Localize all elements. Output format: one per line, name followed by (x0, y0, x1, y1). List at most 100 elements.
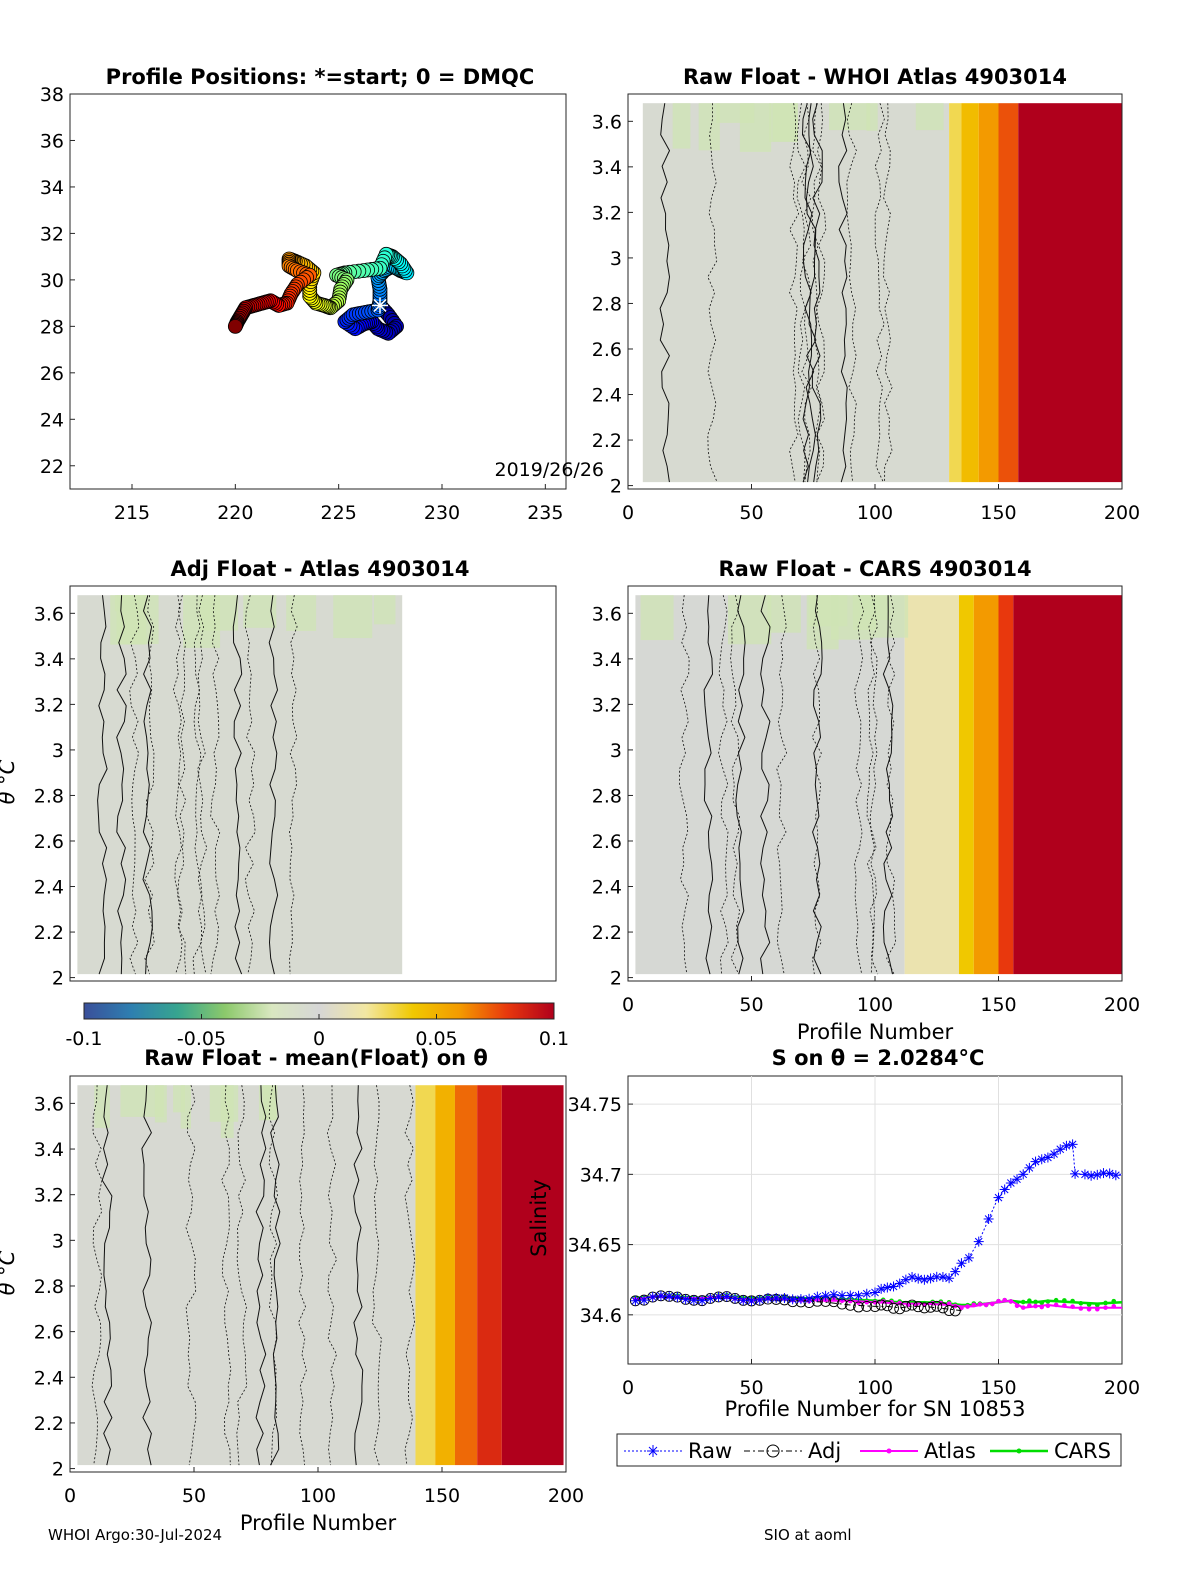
data-point (738, 1295, 749, 1306)
data-point (990, 1301, 995, 1307)
heatmap-patch (716, 103, 755, 123)
heatmap-band (642, 103, 950, 483)
data-point (1070, 1304, 1075, 1309)
y-tick-label: 24 (40, 409, 64, 431)
salinity-title: S on θ = 2.0284°C (772, 1046, 985, 1070)
data-point (1036, 1154, 1047, 1165)
x-tick-label: 100 (857, 1377, 893, 1399)
legend-label: Raw (688, 1439, 732, 1463)
contour-line (659, 103, 671, 483)
data-point (946, 1301, 952, 1306)
data-point (1110, 1170, 1121, 1181)
heatmap-band (961, 103, 979, 483)
heatmap-patch (154, 1085, 167, 1123)
data-point (762, 1293, 773, 1304)
data-point (1111, 1304, 1117, 1309)
x-tick-label: 100 (857, 994, 893, 1016)
data-point (1053, 1297, 1059, 1303)
y-tick-label: 30 (40, 270, 64, 292)
data-point (931, 1300, 943, 1312)
contour-line (371, 1085, 382, 1466)
data-point (1070, 1298, 1075, 1304)
adj-y-label: θ °C (0, 759, 19, 804)
cars-y-ticks: 2 2.2 2.4 2.6 2.8 3 3.2 3.4 3.6 (592, 603, 633, 990)
mean-y-label: θ °C (0, 1250, 19, 1295)
data-point (973, 1236, 984, 1247)
legend-item-raw: Raw (624, 1439, 732, 1463)
heatmap-patch (767, 595, 801, 633)
data-point (993, 1192, 1004, 1203)
y-tick-label: 2 (52, 968, 64, 990)
data-point (1092, 1169, 1103, 1180)
contour-line (679, 595, 690, 975)
heatmap-patch (769, 103, 798, 142)
y-tick-label: 22 (40, 456, 64, 478)
data-point (949, 1305, 961, 1317)
data-point (963, 1252, 974, 1263)
data-point (1095, 1302, 1100, 1308)
data-point (1103, 1305, 1108, 1310)
x-tick-label: 215 (114, 502, 150, 524)
mean-y-ticks: 2 2.2 2.4 2.6 2.8 3 3.2 3.4 3.6 (34, 1093, 75, 1481)
contour-line (185, 1085, 197, 1466)
x-tick-label: 220 (217, 502, 253, 524)
heatmap-band (501, 1085, 564, 1466)
data-point (864, 1299, 870, 1305)
mean-heatmap (77, 1085, 564, 1466)
x-tick-label: 100 (857, 502, 893, 524)
data-point (664, 1291, 675, 1302)
y-tick-label: 3.4 (34, 649, 64, 671)
contour-line (144, 595, 155, 975)
x-tick-label: 50 (739, 994, 763, 1016)
heatmap-band (904, 595, 959, 975)
data-point (1103, 1300, 1108, 1306)
whoi-y-ticks: 2 2.2 2.4 2.6 2.8 3 3.2 3.4 3.6 (592, 111, 633, 498)
y-tick-label: 2.2 (592, 922, 622, 944)
contour-line (776, 595, 788, 975)
heatmap-band (77, 1085, 416, 1466)
heatmap-band (978, 103, 999, 483)
y-tick-label: 3.2 (34, 694, 64, 716)
data-point (680, 1294, 691, 1305)
footer-left: WHOI Argo:30-Jul-2024 (48, 1526, 223, 1544)
y-tick-label: 2.8 (34, 785, 64, 807)
x-tick-label: 150 (980, 502, 1016, 524)
map-x-ticks: 215 220 225 230 235 (114, 484, 563, 524)
y-tick-label: 28 (40, 316, 64, 338)
y-tick-label: 3.6 (34, 603, 64, 625)
contour-line (268, 1085, 278, 1466)
data-point (931, 1271, 942, 1282)
data-point (828, 1289, 839, 1300)
heatmap-band (998, 595, 1014, 975)
data-point (1078, 1306, 1084, 1311)
x-tick-label: 200 (548, 1485, 584, 1507)
y-tick-label: 38 (40, 84, 64, 106)
data-point (1008, 1299, 1014, 1304)
heatmap-patch (698, 103, 720, 151)
contour-line (101, 1085, 113, 1466)
mean-panel: Raw Float - mean(Float) on θ 22.22.42.62… (0, 1046, 584, 1535)
contour-line (796, 103, 806, 483)
x-tick-label: 235 (527, 502, 563, 524)
track-point (227, 318, 243, 334)
data-point (730, 1293, 741, 1304)
contour-line (221, 1085, 232, 1466)
contour-line (255, 1085, 267, 1466)
y-tick-label: 3.2 (592, 202, 622, 224)
contour-line (172, 595, 183, 975)
y-tick-label: 34.75 (568, 1094, 622, 1116)
contour-line (236, 1085, 248, 1466)
heatmap-patch (866, 103, 878, 131)
heatmap-band (949, 103, 962, 483)
cars-title: Raw Float - CARS 4903014 (718, 557, 1031, 581)
heatmap-patch (915, 103, 944, 131)
data-point (876, 1283, 887, 1294)
heatmap-patch (110, 595, 147, 645)
data-point (1014, 1303, 1020, 1309)
data-point (1049, 1149, 1060, 1160)
data-point (697, 1295, 708, 1306)
data-point (804, 1293, 815, 1304)
data-point (956, 1258, 967, 1269)
data-point (1024, 1162, 1035, 1173)
contour-line (268, 595, 279, 975)
